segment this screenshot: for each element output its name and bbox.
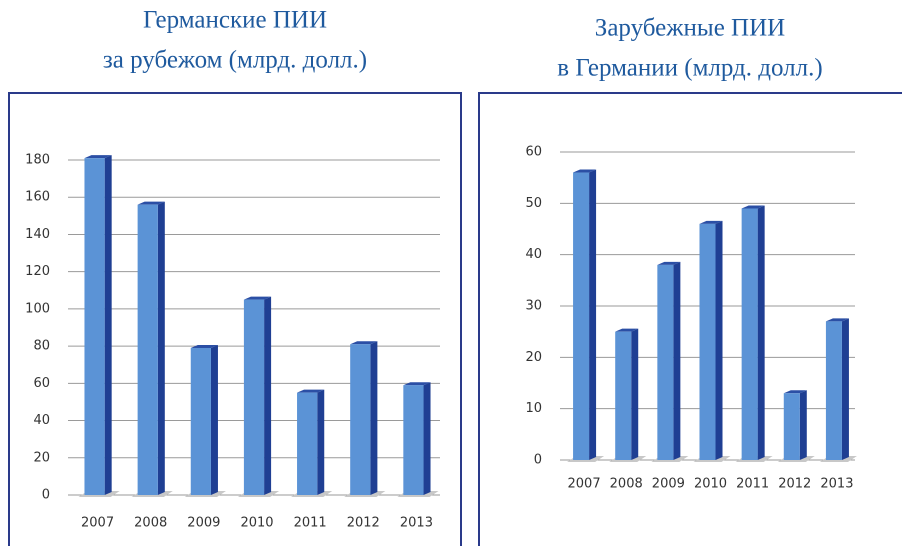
x-tick-label: 2009 [652,477,685,492]
bar-top [825,318,849,322]
x-tick-label: 2011 [736,477,769,492]
y-tick-label: 0 [42,488,50,503]
bar-top [297,389,325,393]
bar [741,208,758,460]
bar-top [84,155,112,159]
bar-top [350,341,378,345]
bar-top [783,390,807,394]
y-tick-label: 20 [33,450,50,465]
bar-side [715,220,723,460]
chart-title: в Германии (млрд. долл.) [557,55,822,82]
chart-title: за рубежом (млрд. долл.) [103,47,367,74]
y-tick-label: 40 [33,413,50,428]
y-tick-label: 80 [33,339,50,354]
x-tick-label: 2007 [81,516,114,531]
bar-top [699,220,723,224]
bar-side [104,155,112,495]
y-tick-label: 120 [25,264,50,279]
bar [84,158,105,495]
x-tick-label: 2012 [778,477,811,492]
bar-top [190,344,218,348]
x-tick-label: 2012 [347,516,380,531]
y-tick-label: 100 [25,301,50,316]
bar [350,344,371,495]
bar-side [841,318,849,460]
bar-top [243,296,272,300]
bar [615,331,632,460]
y-tick-label: 40 [525,247,542,262]
bar [783,393,800,460]
bar-side [799,390,807,460]
bar [573,172,590,461]
bar [243,299,265,495]
right-panel [478,92,902,546]
bar-top [657,261,681,265]
x-tick-label: 2013 [820,477,853,492]
bar-top [137,201,165,205]
bar-top [573,169,597,173]
y-tick-label: 20 [525,350,542,365]
bar [825,321,842,460]
y-tick-label: 10 [525,401,542,416]
bar-top [741,205,765,209]
y-tick-label: 180 [25,153,50,168]
bar [657,264,674,460]
bar-side [157,201,165,495]
x-tick-label: 2011 [294,516,327,531]
bar-top [615,328,639,332]
x-tick-label: 2010 [240,516,273,531]
bar [699,223,716,460]
bar-side [757,205,765,460]
bar-side [631,328,639,460]
bar-side [264,296,272,495]
x-tick-label: 2009 [187,516,220,531]
y-tick-label: 160 [25,190,50,205]
x-tick-label: 2007 [568,477,601,492]
bar [297,392,318,495]
y-tick-label: 60 [33,376,50,391]
x-tick-label: 2010 [694,477,727,492]
y-tick-label: 30 [525,299,542,314]
bar-side [210,344,218,495]
bar-side [589,169,597,461]
bar-side [370,341,378,495]
bar [403,385,424,495]
bar-side [317,389,325,495]
x-tick-label: 2013 [400,516,433,531]
bar-side [423,382,431,495]
bar [190,347,211,495]
y-tick-label: 0 [534,453,542,468]
y-tick-label: 140 [25,227,50,242]
chart-title: Зарубежные ПИИ [595,15,785,42]
left-panel [8,92,462,546]
chart-title: Германские ПИИ [143,7,327,34]
y-tick-label: 50 [525,196,542,211]
x-tick-label: 2008 [134,516,167,531]
y-tick-label: 60 [525,145,542,160]
x-tick-label: 2008 [610,477,643,492]
bar-top [403,382,431,386]
bar [137,204,158,495]
bar-side [673,261,681,460]
